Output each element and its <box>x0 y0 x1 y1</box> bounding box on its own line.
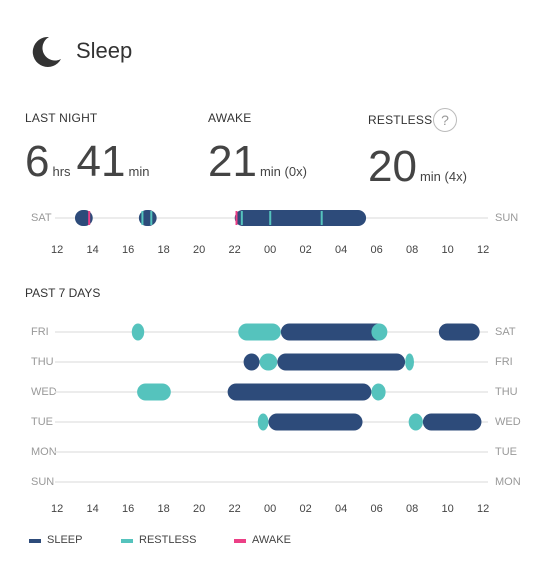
week-tick-3: 18 <box>157 503 170 515</box>
hours-unit: hrs <box>52 164 71 179</box>
week-row-3-segment-1 <box>268 413 363 431</box>
last-night-tick-9: 06 <box>370 244 383 256</box>
awake-unit: min (0x) <box>259 164 307 179</box>
moon-icon <box>32 36 61 67</box>
week-tick-7: 02 <box>299 503 312 515</box>
last-night-tick-11: 10 <box>441 244 454 256</box>
last-night-mark-4 <box>240 211 243 225</box>
last-night-segment-0 <box>74 210 93 226</box>
week-row-1-right-day: FRI <box>495 356 513 368</box>
week-tick-11: 10 <box>441 503 454 515</box>
week-row-2-left-day: WED <box>31 386 57 398</box>
week-row-3-right-day: WED <box>495 416 521 428</box>
week-row-2-segment-2 <box>371 383 386 401</box>
week-row-3-segment-2 <box>408 413 423 431</box>
last-night-tick-8: 04 <box>335 244 348 256</box>
last-night-tick-7: 02 <box>299 244 312 256</box>
week-tick-12: 12 <box>477 503 490 515</box>
legend-restless-swatch <box>121 539 133 543</box>
week-tick-8: 04 <box>335 503 348 515</box>
hours-value: 6 <box>25 137 50 186</box>
week-row-3-segment-0 <box>257 413 269 431</box>
week-row-2-right-day: THU <box>495 386 518 398</box>
week-tick-4: 20 <box>193 503 206 515</box>
legend-awake-swatch <box>234 539 246 543</box>
last-night-mark-3 <box>235 211 238 225</box>
week-row-0-segment-3 <box>371 323 388 341</box>
last-night-value: 6 hrs 41 min <box>25 140 149 184</box>
week-tick-9: 06 <box>370 503 383 515</box>
week-row-4-right-day: TUE <box>495 446 517 458</box>
week-row-0-left-day: FRI <box>31 326 49 338</box>
week-row-0-segment-4 <box>438 323 480 341</box>
last-night-right-day: SUN <box>495 212 519 224</box>
last-night-mark-2 <box>150 211 153 225</box>
restless-label: RESTLESS <box>368 113 433 127</box>
last-night-segment-2 <box>234 210 367 226</box>
legend-restless-label: RESTLESS <box>139 534 197 546</box>
minutes-value: 41 <box>76 137 126 186</box>
week-tick-0: 12 <box>51 503 64 515</box>
last-night-label: LAST NIGHT <box>25 111 98 125</box>
last-night-mark-6 <box>320 211 323 225</box>
last-night-tick-2: 16 <box>122 244 135 256</box>
week-tick-10: 08 <box>406 503 419 515</box>
week-row-0-segment-1 <box>238 323 281 341</box>
last-night-tick-4: 20 <box>193 244 206 256</box>
past-7-days-label: PAST 7 DAYS <box>25 286 101 300</box>
week-row-5-right-day: MON <box>495 476 521 488</box>
week-tick-6: 00 <box>264 503 277 515</box>
help-icon[interactable]: ? <box>433 108 457 132</box>
last-night-tick-5: 22 <box>228 244 241 256</box>
last-night-tick-0: 12 <box>51 244 64 256</box>
awake-value-group: 21 min (0x) <box>208 140 307 184</box>
week-row-1-left-day: THU <box>31 356 54 368</box>
last-night-mark-1 <box>141 211 144 225</box>
week-row-3-segment-3 <box>422 413 482 431</box>
last-night-tick-1: 14 <box>86 244 99 256</box>
week-row-1-segment-3 <box>405 353 414 371</box>
minutes-unit: min <box>128 164 150 179</box>
week-row-2-segment-1 <box>227 383 372 401</box>
week-row-0-right-day: SAT <box>495 326 516 338</box>
last-night-mark-5 <box>269 211 272 225</box>
last-night-segment-1 <box>138 210 157 226</box>
week-tick-2: 16 <box>122 503 135 515</box>
restless-value: 20 <box>368 142 417 191</box>
awake-label: AWAKE <box>208 111 252 125</box>
last-night-tick-10: 08 <box>406 244 419 256</box>
week-row-4-left-day: MON <box>31 446 57 458</box>
week-row-0-segment-2 <box>280 323 386 341</box>
awake-value: 21 <box>208 137 257 186</box>
restless-unit: min (4x) <box>419 169 467 184</box>
week-row-1-segment-2 <box>277 353 406 371</box>
last-night-mark-0 <box>88 211 91 225</box>
week-tick-5: 22 <box>228 503 241 515</box>
last-night-left-day: SAT <box>31 212 52 224</box>
restless-value-group: 20 min (4x) <box>368 145 467 189</box>
week-row-3-left-day: TUE <box>31 416 53 428</box>
last-night-tick-6: 00 <box>264 244 277 256</box>
last-night-tick-3: 18 <box>157 244 170 256</box>
legend-sleep-swatch <box>29 539 41 543</box>
week-row-0-segment-0 <box>131 323 145 341</box>
week-row-1-segment-0 <box>243 353 260 371</box>
week-row-2-segment-0 <box>137 383 171 401</box>
legend-sleep-label: SLEEP <box>47 534 83 546</box>
last-night-tick-12: 12 <box>477 244 490 256</box>
week-row-1-segment-1 <box>259 353 278 371</box>
page-title: Sleep <box>76 38 133 63</box>
week-tick-1: 14 <box>86 503 99 515</box>
week-row-5-left-day: SUN <box>31 476 55 488</box>
legend-awake-label: AWAKE <box>252 534 291 546</box>
